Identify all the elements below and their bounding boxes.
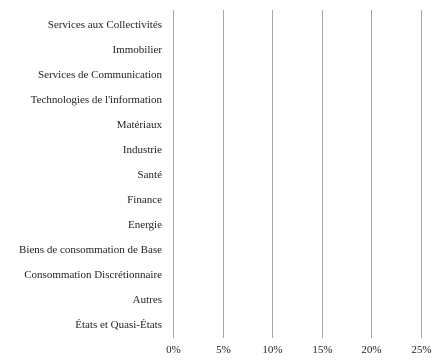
category-label: Immobilier	[113, 44, 163, 56]
category-label: Industrie	[123, 144, 162, 156]
category-label: Services aux Collectivités	[48, 19, 162, 31]
x-axis-tick-labels: 0% 5% 10% 15% 20% 25%	[166, 344, 431, 356]
category-label: Autres	[133, 294, 162, 306]
x-tick-label: 20%	[361, 344, 381, 356]
category-label: Consommation Discrétionnaire	[24, 269, 162, 281]
x-tick-label: 25%	[411, 344, 431, 356]
category-label: Services de Communication	[38, 69, 163, 81]
x-tick-label: 0%	[166, 344, 181, 356]
category-labels: Services aux Collectivités Immobilier Serv…	[19, 19, 162, 331]
category-label: Biens de consommation de Base	[19, 244, 162, 256]
category-label: Finance	[127, 194, 162, 206]
x-tick-label: 5%	[216, 344, 231, 356]
category-label: États et Quasi-États	[75, 319, 162, 331]
category-label: Energie	[128, 219, 162, 231]
category-label: Santé	[138, 169, 163, 181]
grid-layer	[173, 10, 422, 338]
category-label: Technologies de l'information	[31, 94, 163, 106]
x-tick-label: 10%	[262, 344, 282, 356]
x-tick-label: 15%	[312, 344, 332, 356]
category-label: Matériaux	[117, 119, 163, 131]
